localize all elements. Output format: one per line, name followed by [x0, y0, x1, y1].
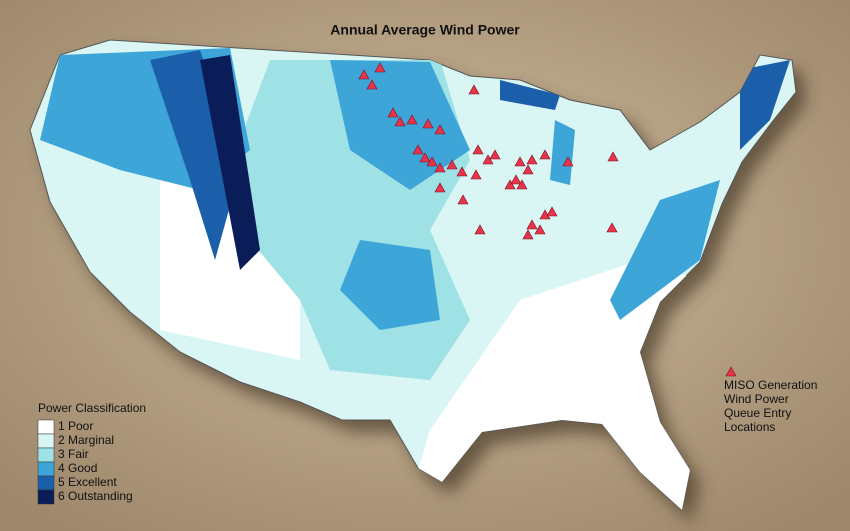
legend-swatch [37, 419, 55, 435]
legend-swatch [37, 489, 55, 505]
triangle-marker [468, 84, 480, 95]
triangle-marker [374, 62, 386, 73]
triangle-marker [457, 194, 469, 205]
triangle-marker [534, 224, 546, 235]
triangle-marker [472, 144, 484, 155]
triangle-marker [434, 162, 446, 173]
legend-swatch [37, 433, 55, 449]
legend-label: 1 Poor [58, 419, 93, 433]
triangle-marker [387, 107, 399, 118]
triangle-marker [522, 229, 534, 240]
triangle-marker [446, 159, 458, 170]
legend-swatch [37, 475, 55, 491]
legend-label: 4 Good [58, 461, 97, 475]
triangle-marker [607, 151, 619, 162]
legend-label: 3 Fair [58, 447, 89, 461]
legend-swatch [37, 461, 55, 477]
triangle-marker [562, 156, 574, 167]
triangle-marker [422, 118, 434, 129]
triangle-marker [434, 124, 446, 135]
annotation-line: MISO Generation [724, 378, 817, 392]
legend-title: Power Classification [38, 401, 146, 415]
triangle-marker [546, 206, 558, 217]
triangle-marker [456, 166, 468, 177]
triangle-marker [516, 179, 528, 190]
triangle-marker [489, 149, 501, 160]
triangle-marker [406, 114, 418, 125]
triangle-marker [526, 154, 538, 165]
triangle-marker [606, 222, 618, 233]
triangle-marker [482, 154, 494, 165]
map-title: Annual Average Wind Power [330, 22, 520, 38]
legend-swatch [37, 447, 55, 463]
legend-label: 6 Outstanding [58, 489, 133, 503]
triangle-marker [366, 79, 378, 90]
triangle-marker [426, 156, 438, 167]
annotation-line: Locations [724, 420, 775, 434]
triangle-marker [419, 152, 431, 163]
wind-zones [40, 48, 790, 510]
triangle-marker [526, 219, 538, 230]
triangle-marker [514, 156, 526, 167]
triangle-marker [394, 116, 406, 127]
triangle-marker [434, 182, 446, 193]
annotation-line: Queue Entry [724, 406, 791, 420]
triangle-marker [725, 366, 737, 377]
annotation-line: Wind Power [724, 392, 789, 406]
legend-label: 5 Excellent [58, 475, 117, 489]
triangle-marker [412, 144, 424, 155]
triangle-marker [539, 149, 551, 160]
triangle-marker [522, 164, 534, 175]
legend-label: 2 Marginal [58, 433, 114, 447]
triangle-marker [504, 179, 516, 190]
triangle-marker [474, 224, 486, 235]
triangle-marker [358, 69, 370, 80]
triangle-marker [510, 174, 522, 185]
miso-locations [358, 62, 619, 240]
triangle-marker [470, 169, 482, 180]
